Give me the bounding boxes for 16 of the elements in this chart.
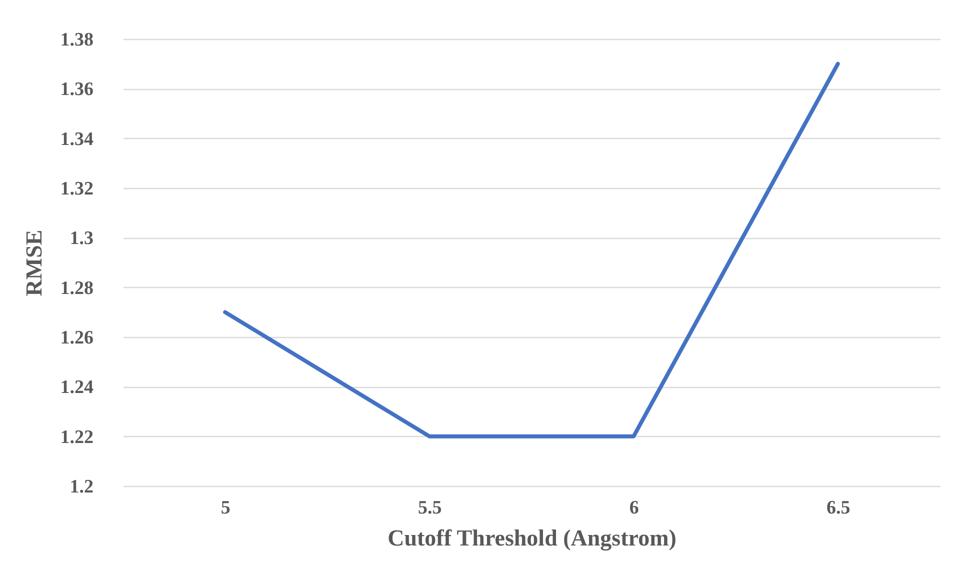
x-axis-title: Cutoff Threshold (Angstrom) — [388, 526, 676, 552]
x-tick-label: 6 — [629, 498, 639, 518]
x-tick-label: 5.5 — [418, 498, 442, 518]
y-tick-label: 1.36 — [60, 79, 94, 100]
x-tick-label: 5 — [220, 498, 230, 518]
y-tick-label: 1.38 — [60, 30, 94, 50]
y-tick-label: 1.24 — [60, 377, 94, 398]
x-tick-label: 6.5 — [826, 498, 850, 518]
y-tick-label: 1.34 — [60, 128, 94, 150]
y-tick-label: 1.28 — [60, 278, 94, 299]
y-tick-label: 1.3 — [70, 228, 94, 250]
y-tick-label: 1.26 — [60, 328, 94, 348]
y-tick-label: 1.22 — [60, 426, 94, 448]
y-tick-label: 1.32 — [60, 178, 94, 200]
y-tick-label: 1.2 — [70, 476, 94, 498]
y-axis-title: RMSE — [21, 230, 46, 296]
